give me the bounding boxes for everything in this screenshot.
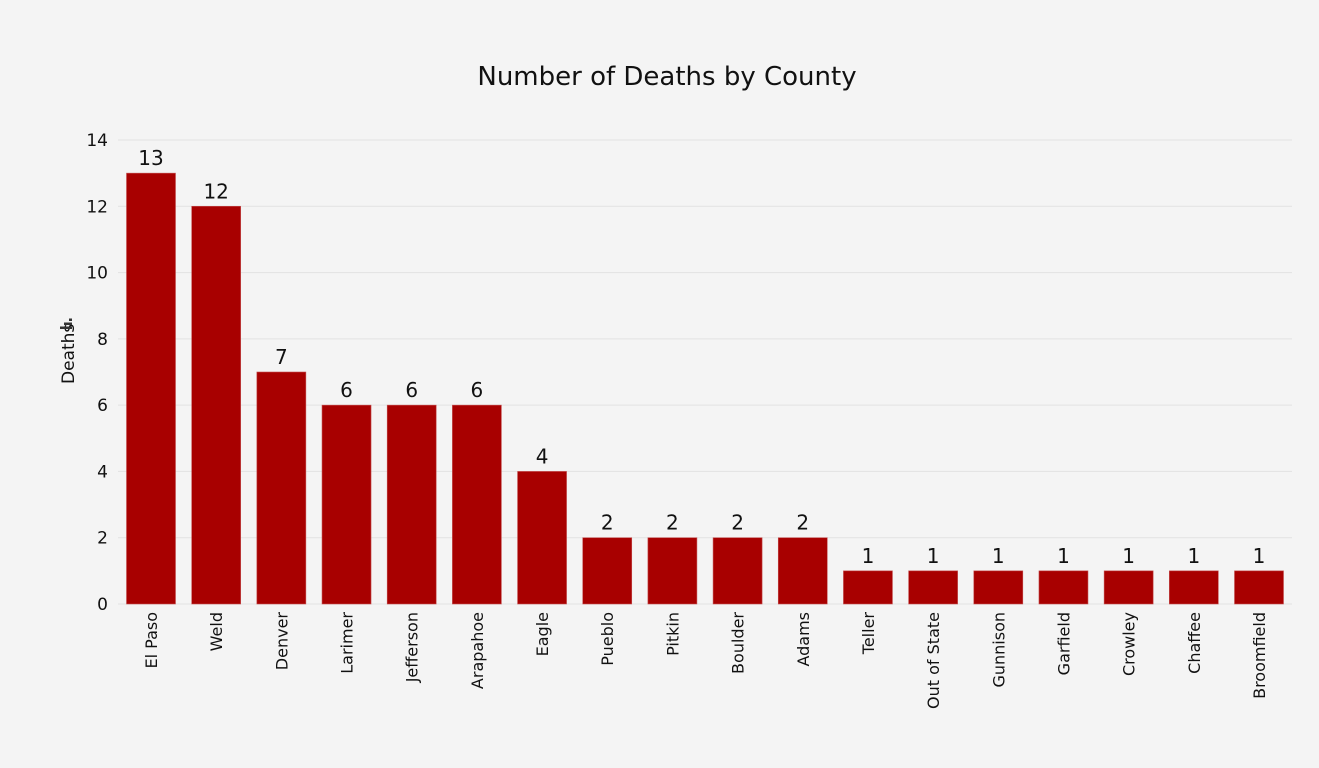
data-label: 2	[796, 511, 809, 535]
data-label: 4	[536, 444, 549, 468]
x-tick-label: Larimer	[338, 612, 357, 674]
x-axis-labels: El Paso Weld Denver Larimer Jefferson Arapaho…	[142, 612, 1269, 709]
x-tick-label: Denver	[272, 612, 291, 671]
bar[interactable]	[452, 404, 502, 605]
data-label: 1	[1253, 544, 1266, 568]
bars	[126, 172, 1284, 605]
data-label: 13	[138, 146, 163, 170]
bar[interactable]	[126, 172, 176, 605]
data-labels: 13 12 7 6 6 6 4 2 2 2 2 1 1 1 1 1 1 1	[138, 146, 1265, 568]
bar[interactable]	[1169, 570, 1219, 605]
x-tick-label: Weld	[207, 612, 226, 651]
bar[interactable]	[582, 537, 633, 605]
x-tick-label: Adams	[794, 612, 813, 667]
data-label: 6	[471, 378, 484, 402]
data-label: 2	[601, 511, 614, 535]
x-tick-label: Teller	[859, 612, 878, 656]
data-label: 2	[666, 511, 679, 535]
y-axis-title-group: Deaths	[59, 318, 79, 384]
y-tick-label: 2	[97, 529, 108, 549]
data-label: 1	[927, 544, 940, 568]
bar[interactable]	[1103, 570, 1154, 605]
bar[interactable]	[712, 537, 763, 605]
bar[interactable]	[908, 570, 958, 605]
y-axis-title: Deaths	[59, 324, 79, 384]
gridlines	[118, 139, 1292, 605]
bar-chart-icon[interactable]	[60, 318, 72, 330]
data-label: 1	[1122, 544, 1135, 568]
y-tick-label: 12	[86, 197, 108, 217]
bar[interactable]	[1038, 570, 1089, 605]
bar[interactable]	[843, 570, 893, 605]
data-label: 1	[862, 544, 875, 568]
y-tick-label: 14	[86, 131, 108, 151]
x-tick-label: Out of State	[924, 612, 943, 709]
bar[interactable]	[973, 570, 1024, 605]
x-tick-label: Jefferson	[403, 612, 422, 683]
data-label: 6	[405, 378, 418, 402]
y-axis-ticks: 0 2 4 6 8 10 12 14	[86, 131, 108, 615]
bar[interactable]	[647, 537, 698, 605]
data-label: 6	[340, 378, 353, 402]
y-tick-label: 6	[97, 396, 108, 416]
data-label: 1	[992, 544, 1005, 568]
x-tick-label: Pitkin	[663, 612, 682, 656]
y-tick-label: 0	[97, 595, 108, 615]
bar[interactable]	[321, 404, 372, 605]
chart-title: Number of Deaths by County	[477, 62, 856, 92]
data-label: 2	[731, 511, 744, 535]
bar[interactable]	[1234, 570, 1284, 605]
bar[interactable]	[517, 471, 567, 605]
x-tick-label: Gunnison	[989, 612, 1008, 688]
bar[interactable]	[777, 537, 828, 605]
y-tick-label: 4	[97, 462, 108, 482]
x-tick-label: Arapahoe	[468, 612, 487, 689]
x-tick-label: Eagle	[533, 612, 552, 656]
x-tick-label: Boulder	[729, 612, 748, 674]
x-tick-label: Garfield	[1054, 612, 1073, 675]
bar[interactable]	[256, 371, 307, 605]
y-tick-label: 8	[97, 330, 108, 350]
data-label: 7	[275, 345, 288, 369]
x-tick-label: Chaffee	[1185, 612, 1204, 674]
x-tick-label: Pueblo	[598, 612, 617, 666]
x-tick-label: Crowley	[1120, 612, 1139, 676]
data-label: 12	[203, 179, 228, 203]
x-tick-label: El Paso	[142, 612, 161, 669]
y-tick-label: 10	[86, 264, 108, 284]
bar[interactable]	[386, 404, 437, 605]
x-tick-label: Broomfield	[1250, 612, 1269, 699]
data-label: 1	[1057, 544, 1070, 568]
bar[interactable]	[191, 205, 241, 605]
data-label: 1	[1187, 544, 1200, 568]
